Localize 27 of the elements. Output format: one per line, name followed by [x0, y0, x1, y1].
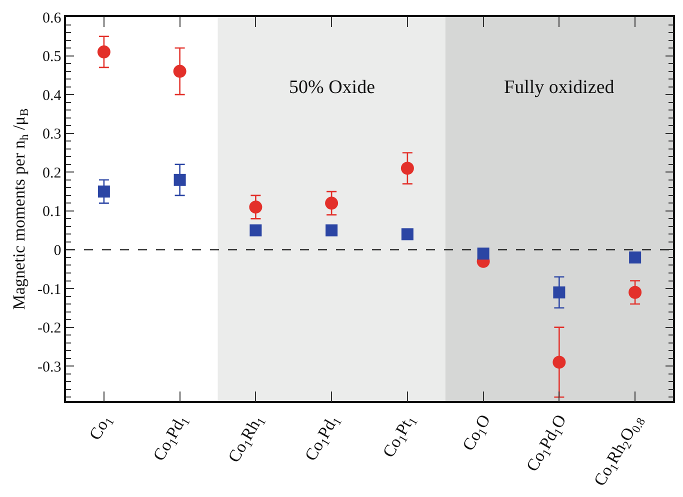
point: [552, 356, 566, 369]
point: [173, 64, 186, 78]
y-tick-label: -0.2: [38, 320, 62, 337]
point: [629, 251, 642, 264]
point: [553, 286, 566, 298]
y-tick-label: -0.1: [38, 282, 62, 298]
point: [97, 45, 110, 58]
point: [174, 174, 186, 186]
point: [401, 228, 414, 240]
y-tick-label: 0: [54, 242, 62, 259]
y-tick-label: 0.4: [42, 88, 62, 104]
point: [325, 196, 338, 210]
y-tick-label: 0.2: [42, 165, 62, 182]
y-tick-label: 0.6: [42, 10, 62, 26]
point: [628, 286, 642, 299]
y-tick-label: 0.3: [42, 126, 62, 143]
band-label: 50% Oxide: [289, 77, 376, 98]
point: [249, 200, 262, 214]
point: [477, 248, 490, 260]
y-tick-label: -0.3: [38, 359, 62, 376]
point: [250, 224, 262, 236]
point: [326, 224, 338, 236]
point: [400, 162, 414, 175]
point: [98, 186, 110, 198]
band-label: Fully oxidized: [504, 77, 615, 98]
y-tick-label: 0.1: [42, 204, 62, 220]
y-tick-label: 0.5: [42, 49, 62, 66]
